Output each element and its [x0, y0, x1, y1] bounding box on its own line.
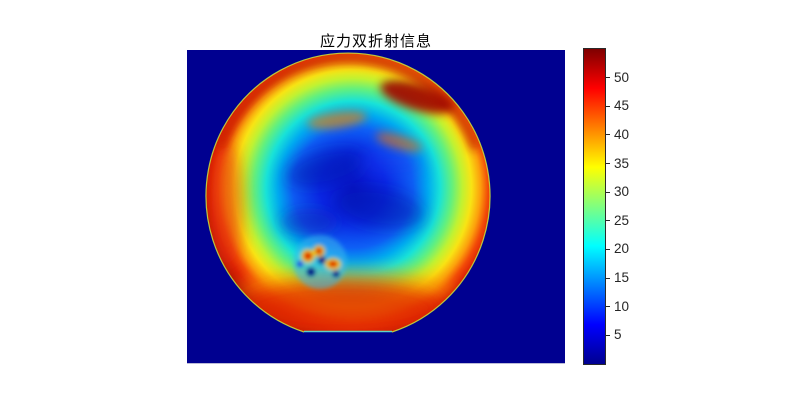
- heatmap-plot: [187, 50, 565, 364]
- colorbar-tick-label: 45: [614, 98, 630, 114]
- dark-red-rim-patch: [380, 80, 454, 114]
- colorbar-tick-label: 10: [614, 298, 630, 314]
- colorbar-tick-label: 50: [614, 69, 630, 85]
- wafer-disc: [206, 53, 490, 332]
- defect-cluster: [293, 235, 347, 289]
- wafer-heatmap-image: [187, 50, 565, 363]
- wafer-rim-line: [205, 52, 491, 333]
- colorbar-tick-mark: [606, 163, 610, 165]
- colorbar-tick-mark: [606, 77, 610, 79]
- colorbar-tick-mark: [606, 191, 610, 193]
- colorbar-tick-mark: [606, 105, 610, 107]
- colorbar-tick-label: 20: [614, 241, 630, 257]
- colorbar-tick-label: 35: [614, 155, 630, 171]
- colorbar-tick-label: 40: [614, 127, 630, 143]
- colorbar-tick-mark: [606, 134, 610, 136]
- colorbar-tick-mark: [606, 277, 610, 279]
- chart-title: 应力双折射信息: [319, 32, 432, 50]
- colorbar-tick-mark: [606, 334, 610, 336]
- colorbar-tick-mark: [606, 306, 610, 308]
- bottom-hot-band: [212, 143, 455, 332]
- colorbar-tick-label: 25: [614, 213, 630, 229]
- colorbar-tick-label: 15: [614, 270, 630, 286]
- colorbar: 5 10 15 20 25 30 35 40 45 50: [583, 48, 629, 365]
- colorbar-tick-label: 5: [614, 327, 622, 343]
- colorbar-tick-mark: [606, 220, 610, 222]
- inner-orange-streaks: [307, 111, 423, 152]
- colorbar-tick-mark: [606, 248, 610, 250]
- center-mottling: [279, 147, 426, 236]
- colorbar-tick-label: 30: [614, 184, 630, 200]
